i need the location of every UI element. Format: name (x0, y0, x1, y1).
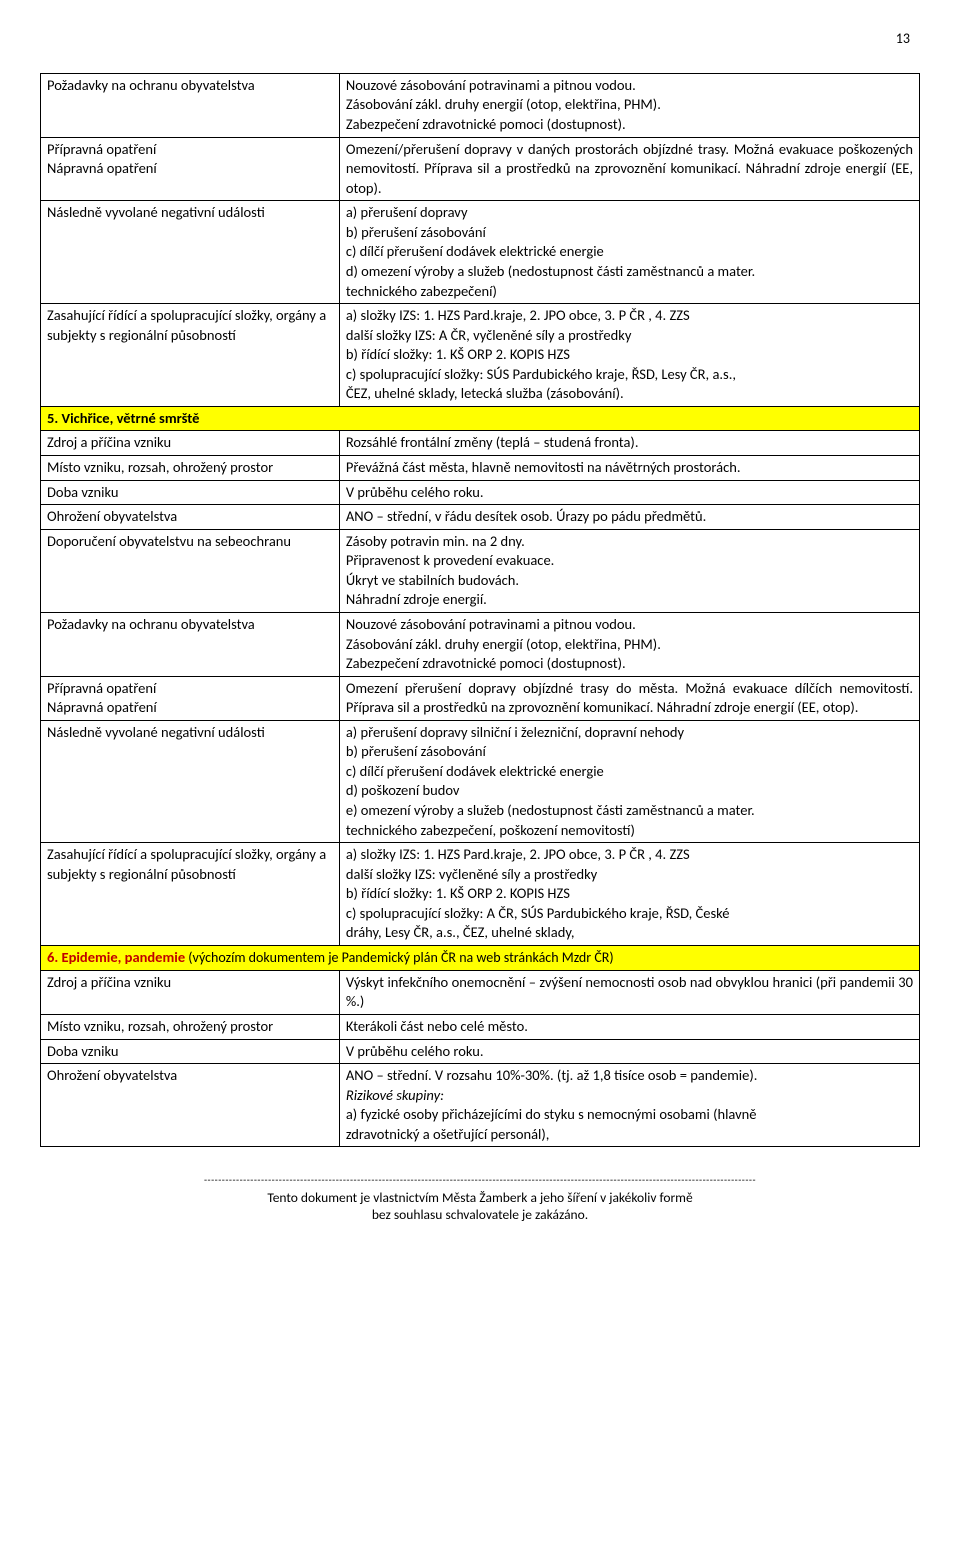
row-label: Požadavky na ochranu obyvatelstva (41, 612, 340, 676)
row-value: a) složky IZS: 1. HZS Pard.kraje, 2. JPO… (339, 304, 919, 407)
row-value: Omezení přerušení dopravy objízdné trasy… (339, 676, 919, 720)
table-row: Ohrožení obyvatelstvaANO – střední. V ro… (41, 1064, 920, 1147)
table-row: Zdroj a příčina vznikuVýskyt infekčního … (41, 970, 920, 1014)
row-label: Přípravná opatření Nápravná opatření (41, 676, 340, 720)
footer-line2: bez souhlasu schvalovatele je zakázáno. (372, 1206, 588, 1223)
table-row: Požadavky na ochranu obyvatelstvaNouzové… (41, 612, 920, 676)
row-label: Místo vzniku, rozsah, ohrožený prostor (41, 456, 340, 481)
row-value: a) složky IZS: 1. HZS Pard.kraje, 2. JPO… (339, 843, 919, 946)
section-subtitle: (výchozím dokumentem je Pandemický plán … (185, 949, 613, 966)
row-value: Omezení/přerušení dopravy v daných prost… (339, 137, 919, 201)
table-row: Požadavky na ochranu obyvatelstvaNouzové… (41, 73, 920, 137)
table-row: Zdroj a příčina vznikuRozsáhlé frontální… (41, 431, 920, 456)
row-value: ANO – střední, v řádu desítek osob. Úraz… (339, 505, 919, 530)
table-row: Doba vznikuV průběhu celého roku. (41, 480, 920, 505)
table-row: Zasahující řídící a spolupracující složk… (41, 304, 920, 407)
table-row: Následně vyvolané negativní událostia) p… (41, 720, 920, 842)
footer-text: Tento dokument je vlastnictvím Města Žam… (40, 1189, 920, 1224)
row-label: Doporučení obyvatelstvu na sebeochranu (41, 529, 340, 612)
row-label: Zasahující řídící a spolupracující složk… (41, 304, 340, 407)
row-value: ANO – střední. V rozsahu 10%-30%. (tj. a… (339, 1064, 919, 1147)
table-row: Ohrožení obyvatelstvaANO – střední, v řá… (41, 505, 920, 530)
row-value: Kterákoli část nebo celé město. (339, 1014, 919, 1039)
footer-line1: Tento dokument je vlastnictvím Města Žam… (267, 1189, 692, 1206)
content-table: Požadavky na ochranu obyvatelstvaNouzové… (40, 73, 920, 1147)
table-row: Doporučení obyvatelstvu na sebeochranuZá… (41, 529, 920, 612)
row-label: Požadavky na ochranu obyvatelstva (41, 73, 340, 137)
row-label: Doba vzniku (41, 1039, 340, 1064)
row-label: Zdroj a příčina vzniku (41, 431, 340, 456)
row-label: Zasahující řídící a spolupracující složk… (41, 843, 340, 946)
table-row: 5. Vichřice, větrné smrště (41, 406, 920, 431)
row-value: Převážná část města, hlavně nemovitosti … (339, 456, 919, 481)
row-label: Přípravná opatření Nápravná opatření (41, 137, 340, 201)
row-value: V průběhu celého roku. (339, 480, 919, 505)
row-value: Rozsáhlé frontální změny (teplá – studen… (339, 431, 919, 456)
row-label: Zdroj a příčina vzniku (41, 970, 340, 1014)
row-label: Ohrožení obyvatelstva (41, 1064, 340, 1147)
row-value: a) přerušení dopravy silniční i železnič… (339, 720, 919, 842)
row-value: Zásoby potravin min. na 2 dny. Připraven… (339, 529, 919, 612)
section-header: 6. Epidemie, pandemie (výchozím dokument… (41, 945, 920, 970)
page-number: 13 (40, 30, 920, 49)
table-row: 6. Epidemie, pandemie (výchozím dokument… (41, 945, 920, 970)
row-label: Následně vyvolané negativní události (41, 201, 340, 304)
section-header: 5. Vichřice, větrné smrště (41, 406, 920, 431)
table-row: Doba vznikuV průběhu celého roku. (41, 1039, 920, 1064)
footer-separator: ----------------------------------------… (40, 1173, 920, 1187)
table-row: Zasahující řídící a spolupracující složk… (41, 843, 920, 946)
section-title: 6. Epidemie, pandemie (47, 948, 185, 966)
row-label: Ohrožení obyvatelstva (41, 505, 340, 530)
table-row: Místo vzniku, rozsah, ohrožený prostorPř… (41, 456, 920, 481)
row-value: Výskyt infekčního onemocnění – zvýšení n… (339, 970, 919, 1014)
table-row: Přípravná opatření Nápravná opatřeníOmez… (41, 676, 920, 720)
row-label: Místo vzniku, rozsah, ohrožený prostor (41, 1014, 340, 1039)
table-row: Následně vyvolané negativní událostia) p… (41, 201, 920, 304)
row-value: Nouzové zásobování potravinami a pitnou … (339, 612, 919, 676)
row-value: Nouzové zásobování potravinami a pitnou … (339, 73, 919, 137)
table-row: Místo vzniku, rozsah, ohrožený prostorKt… (41, 1014, 920, 1039)
row-value: V průběhu celého roku. (339, 1039, 919, 1064)
table-row: Přípravná opatření Nápravná opatřeníOmez… (41, 137, 920, 201)
row-label: Doba vzniku (41, 480, 340, 505)
row-label: Následně vyvolané negativní události (41, 720, 340, 842)
row-value: a) přerušení dopravy b) přerušení zásobo… (339, 201, 919, 304)
